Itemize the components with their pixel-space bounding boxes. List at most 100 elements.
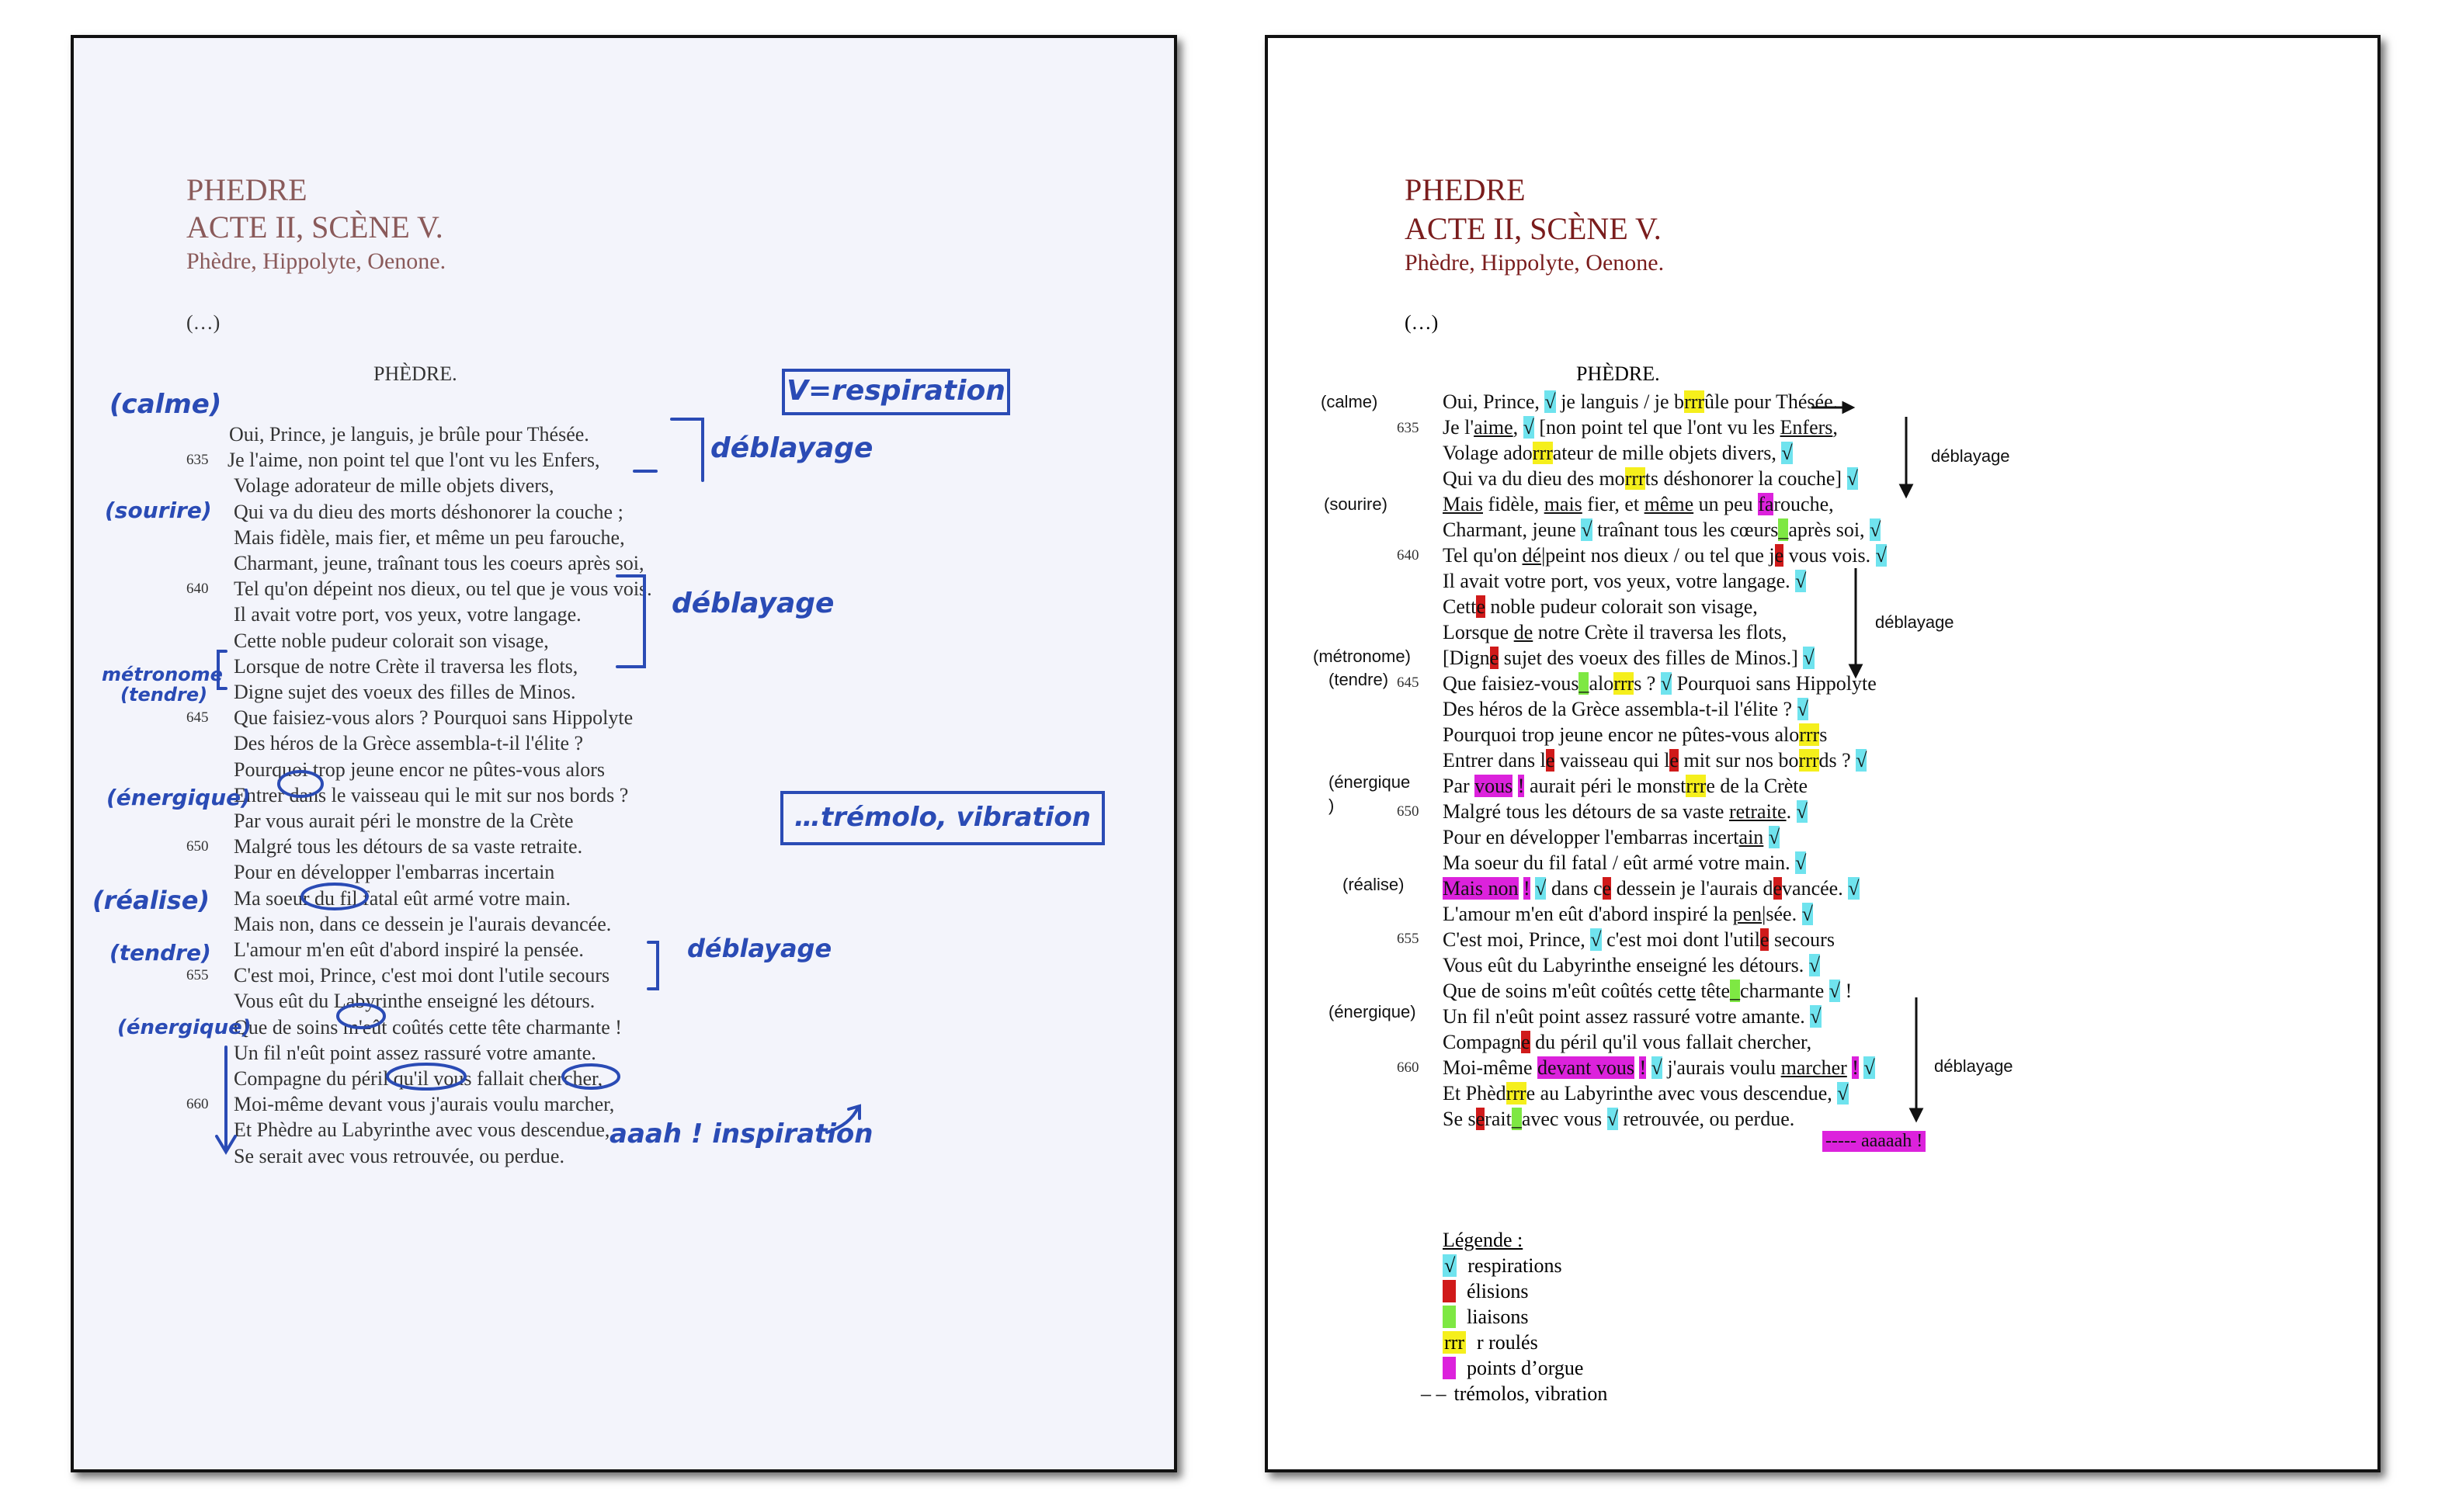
verse-line: L'amour m'en eût d'abord inspiré la pen|… <box>1443 903 1813 925</box>
legend-label: trémolos, vibration <box>1453 1382 1608 1405</box>
verse-line: Moi-même devant vous j'aurais voulu marc… <box>234 1093 615 1116</box>
legend-title: Légende : <box>1443 1229 1523 1251</box>
verse-line: Mais non, dans ce dessein je l'aurais de… <box>234 912 612 935</box>
note-energique-2: (énergique) <box>1328 1002 1416 1021</box>
legend-swatch: – – <box>1421 1382 1447 1405</box>
note-realise: (réalise) <box>1342 875 1405 894</box>
annotation-energique-2: (énergique) <box>117 1016 252 1039</box>
verse-line: Que faisiez-vous alors ? Pourquoi sans H… <box>234 706 634 730</box>
verse-line: Volage adorrrateur de mille objets diver… <box>1443 442 1793 464</box>
verse-line: Cette noble pudeur colorait son visage, <box>1443 595 1758 618</box>
verse-line: Mais fidèle, mais fier, et même un peu f… <box>234 525 625 549</box>
note-sourire: (sourire) <box>1324 494 1387 514</box>
annotation-key-box: V=respiration <box>782 369 1010 415</box>
verse-line: Des héros de la Grèce assembla-t-il l'él… <box>1443 698 1808 720</box>
verse-line: Que faisiez-vous_alorrrs ? √ Pourquoi sa… <box>1443 672 1877 695</box>
verse-line: Charmant, jeune, traînant tous les coeur… <box>234 552 644 574</box>
legend-item: liaisons <box>1443 1304 1607 1330</box>
legend-swatch: rrr <box>1443 1331 1466 1354</box>
line-number: 650 <box>1397 803 1419 820</box>
line-number: 640 <box>1397 547 1419 564</box>
legend-swatch <box>1443 1306 1456 1328</box>
verse-block: Oui, Prince, √ je languis / je brrrûle p… <box>1443 389 1887 1132</box>
line-number: 660 <box>1397 1059 1419 1076</box>
verse-line: Mais fidèle, mais fier, et même un peu f… <box>1443 493 1834 515</box>
deblayage-label-1: déblayage <box>1931 446 2010 466</box>
verse-line: Malgré tous les détours de sa vaste retr… <box>234 835 583 858</box>
verse-line: Je l'aime, √ [non point tel que l'ont vu… <box>1443 416 1838 439</box>
legend-swatch: √ <box>1443 1254 1457 1277</box>
line-number: 655 <box>1397 931 1419 947</box>
legend: Légende : √ respirations élisions liaison… <box>1421 1227 1608 1406</box>
annotation-calme: (calme) <box>109 389 222 420</box>
verse-line: Un fil n'eût point assez rassuré votre a… <box>1443 1005 1822 1028</box>
verse-line: Entrer dans le vaisseau qui le mit sur n… <box>1443 749 1867 772</box>
verse-line: C'est moi, Prince, c'est moi dont l'util… <box>234 964 610 987</box>
legend-swatch <box>1443 1280 1456 1302</box>
verse-line: Par vous aurait péri le monstre de la Cr… <box>234 810 574 832</box>
legend-label: élisions <box>1467 1280 1529 1302</box>
verse-line: Volage adorateur de mille objets divers, <box>234 474 554 498</box>
handwritten-page: PHEDRE ACTE II, SCÈNE V. Phèdre, Hippoly… <box>71 35 1177 1472</box>
verse-line: Se serait_avec vous √ retrouvée, ou perd… <box>1443 1108 1795 1130</box>
verse-line: Et Phèdre au Labyrinthe avec vous descen… <box>234 1118 610 1142</box>
verse-line: Qui va du dieu des morrrts déshonorer la… <box>1443 467 1858 490</box>
note-metronome: (métronome) <box>1313 647 1411 666</box>
annotation-realise: (réalise) <box>92 886 210 915</box>
verse-line: Pour en développer l'embarras incertain … <box>1443 826 1780 848</box>
verse-line: Ma soeur du fil fatal / eût armé votre m… <box>1443 851 1807 874</box>
ellipsis: (…) <box>186 311 221 334</box>
characters-line: Phèdre, Hippolyte, Oenone. <box>186 248 446 274</box>
verse-line: Oui, Prince, √ je languis / je brrrûle p… <box>1443 390 1839 413</box>
annotation-energique: (énergique) <box>106 785 251 810</box>
page-title: PHEDRE <box>186 172 307 207</box>
line-number: 635 <box>186 452 209 469</box>
verse-line: Un fil n'eût point assez rassuré votre a… <box>234 1041 596 1064</box>
verse-line: C'est moi, Prince, √ c'est moi dont l'ut… <box>1443 928 1835 951</box>
legend-label: points d’orgue <box>1467 1357 1584 1379</box>
legend-label: respirations <box>1467 1254 1562 1277</box>
verse-line: Tel qu'on dé|peint nos dieux / ou tel qu… <box>1443 544 1887 567</box>
legend-swatch <box>1443 1357 1456 1379</box>
verse-line: Pourquoi trop jeune encor ne pûtes-vous … <box>234 758 606 781</box>
verse-line: Cette noble pudeur colorait son visage, <box>234 629 549 652</box>
page-title: PHEDRE <box>1405 172 1526 207</box>
annotation-tendre: (tendre) <box>120 684 208 706</box>
legend-items: √ respirations élisions liaisons rrr r roul… <box>1421 1253 1608 1406</box>
ink-marks <box>215 418 861 1155</box>
verse-line: Il avait votre port, vos yeux, votre lan… <box>234 603 582 626</box>
verse-line: Des héros de la Grèce assembla-t-il l'él… <box>234 732 584 755</box>
annotation-tremolo-box: …trémolo, vibration <box>780 791 1105 845</box>
verse-line: Se serait avec vous retrouvée, ou perdue… <box>234 1144 564 1167</box>
ellipsis: (…) <box>1405 311 1439 334</box>
verse-line: Ma soeur du fil fatal eût armé votre mai… <box>234 886 571 910</box>
verse-line: Je l'aime, non point tel que l'ont vu le… <box>227 449 600 472</box>
verse-line: Charmant, jeune √ traînant tous les cœur… <box>1443 518 1881 541</box>
legend-label: liaisons <box>1467 1306 1529 1328</box>
verse-line: Par vous ! aurait péri le monstrrre de l… <box>1443 775 1808 797</box>
legend-item: – – trémolos, vibration <box>1421 1381 1608 1406</box>
speaker-name: PHÈDRE. <box>373 362 457 385</box>
annotation-inspiration: aaah ! inspiration <box>610 1118 873 1150</box>
verse-line: Et Phèdrrre au Labyrinthe avec vous desc… <box>1443 1082 1849 1105</box>
deblayage-label-3: déblayage <box>1934 1056 2013 1076</box>
verse-line: L'amour m'en eût d'abord inspiré la pens… <box>234 938 584 961</box>
line-number: 660 <box>186 1096 209 1113</box>
legend-item: élisions <box>1443 1278 1607 1304</box>
annotation-metronome: métronome <box>102 664 223 685</box>
annotation-deblayage-2: déblayage <box>672 588 835 619</box>
verse-line: Malgré tous les détours de sa vaste retr… <box>1443 800 1808 823</box>
verse-line: Il avait votre port, vos yeux, votre lan… <box>1443 570 1807 592</box>
line-number: 650 <box>186 838 209 855</box>
line-number: 640 <box>186 581 209 598</box>
annotation-deblayage-3: déblayage <box>687 934 832 963</box>
verse-line: [Digne sujet des voeux des filles de Min… <box>1443 647 1815 669</box>
verse-line: Compagne du péril qu'il vous fallait che… <box>1443 1031 1812 1053</box>
speaker-name: PHÈDRE. <box>1576 362 1660 385</box>
line-number: 645 <box>186 709 209 727</box>
verse-line: Que de soins m'eût coûtés cette tête_cha… <box>1443 980 1853 1002</box>
deblayage-label-2: déblayage <box>1875 612 1954 632</box>
line-number: 645 <box>1397 675 1419 691</box>
annotation-tendre-2: (tendre) <box>109 940 211 966</box>
verse-line: Vous eût du Labyrinthe enseigné les déto… <box>234 990 596 1013</box>
